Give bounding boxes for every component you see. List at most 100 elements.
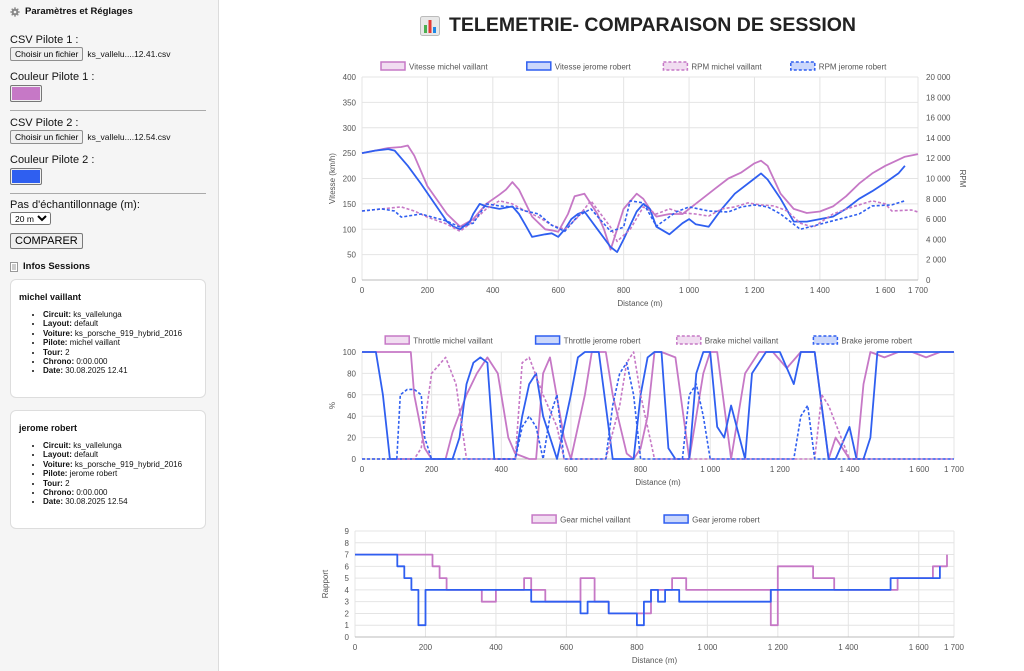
- color1-label: Couleur Pilote 1 :: [10, 71, 95, 83]
- y-tick-label: 3: [345, 598, 350, 607]
- y-tick-label: 150: [343, 200, 357, 209]
- session-chrono: Chrono: 0:00.000: [43, 488, 197, 497]
- y2-tick-label: 2 000: [926, 256, 947, 265]
- legend-label: RPM michel vaillant: [691, 63, 762, 72]
- csv2-label: CSV Pilote 2 :: [10, 117, 79, 129]
- y2-tick-label: 10 000: [926, 175, 951, 184]
- legend-swatch: [531, 514, 557, 524]
- legend-swatch: [812, 335, 839, 345]
- y2-tick-label: 4 000: [926, 235, 947, 244]
- legend-swatch: [663, 514, 689, 524]
- x-tick-label: 800: [630, 643, 644, 652]
- csv2-file-name: ks_vallelu....12.54.csv: [87, 132, 171, 142]
- y2-tick-label: 12 000: [926, 154, 951, 163]
- settings-header-label: Paramètres et Réglages: [25, 6, 133, 17]
- y2-tick-label: 18 000: [926, 93, 951, 102]
- gear-icon: [10, 6, 20, 17]
- infos-header-label: Infos Sessions: [23, 261, 91, 272]
- y-tick-label: 8: [345, 539, 350, 548]
- y2-tick-label: 16 000: [926, 114, 951, 123]
- session-driver: Pilote: jerome robert: [43, 469, 197, 478]
- compare-button[interactable]: COMPARER: [10, 233, 83, 249]
- legend-label: Brake jerome robert: [841, 337, 912, 346]
- session-layout: Layout: default: [43, 319, 197, 328]
- session-driver: Pilote: michel vaillant: [43, 338, 197, 347]
- session-card: jerome robert Circuit: ks_vallelunga Lay…: [10, 410, 206, 529]
- legend-swatch: [662, 61, 689, 71]
- y-tick-label: 20: [347, 434, 356, 443]
- series-line: [362, 351, 954, 460]
- page-title: TELEMETRIE- COMPARAISON DE SESSION: [420, 14, 890, 37]
- color2-label: Couleur Pilote 2 :: [10, 154, 95, 166]
- y2-axis-title: RPM: [958, 170, 967, 188]
- step-select[interactable]: 20 m: [10, 212, 51, 225]
- x-tick-label: 1 400: [838, 643, 859, 652]
- step-label: Pas d'échantillonnage (m):: [10, 199, 140, 211]
- legend-label: Vitesse jerome robert: [555, 63, 632, 72]
- color1-picker[interactable]: [10, 85, 42, 102]
- series-line: [361, 200, 919, 243]
- y-axis-title: Vitesse (km/h): [328, 153, 337, 204]
- y-tick-label: 100: [343, 348, 357, 357]
- y-tick-label: 9: [345, 527, 350, 536]
- x-tick-label: 1 200: [770, 465, 791, 474]
- color2-swatch: [12, 170, 40, 183]
- series-line: [361, 148, 906, 253]
- color2-picker[interactable]: [10, 168, 42, 185]
- csv1-label: CSV Pilote 1 :: [10, 34, 79, 46]
- legend-label: Vitesse michel vaillant: [409, 63, 488, 72]
- session-chrono: Chrono: 0:00.000: [43, 357, 197, 366]
- legend-label: Gear michel vaillant: [560, 516, 631, 525]
- legend-label: Gear jerome robert: [692, 516, 760, 525]
- y-tick-label: 100: [343, 225, 357, 234]
- x-tick-label: 1 700: [944, 643, 965, 652]
- session-layout: Layout: default: [43, 450, 197, 459]
- infos-header: Infos Sessions: [10, 261, 208, 272]
- divider: [10, 110, 206, 111]
- y-tick-label: 250: [343, 149, 357, 158]
- x-tick-label: 200: [425, 465, 439, 474]
- y-tick-label: 400: [343, 73, 357, 82]
- x-tick-label: 800: [617, 286, 631, 295]
- csv1-file-button[interactable]: Choisir un fichier: [10, 47, 84, 61]
- x-axis-title: Distance (m): [617, 299, 663, 308]
- y-tick-label: 6: [345, 562, 350, 571]
- session-date: Date: 30.08.2025 12.54: [43, 497, 197, 506]
- y-tick-label: 80: [347, 369, 356, 378]
- x-tick-label: 1 000: [700, 465, 721, 474]
- settings-header: Paramètres et Réglages: [10, 6, 208, 17]
- legend-swatch: [534, 335, 561, 345]
- legend-label: Throttle jerome robert: [564, 337, 642, 346]
- y-axis-title: %: [328, 402, 337, 409]
- y-tick-label: 60: [347, 391, 356, 400]
- session-circuit: Circuit: ks_vallelunga: [43, 441, 197, 450]
- series-line: [355, 553, 941, 627]
- legend-swatch: [790, 61, 816, 71]
- session-card: michel vaillant Circuit: ks_vallelunga L…: [10, 279, 206, 398]
- x-tick-label: 0: [353, 643, 358, 652]
- x-tick-label: 800: [634, 465, 648, 474]
- session-circuit: Circuit: ks_vallelunga: [43, 310, 197, 319]
- legend-swatch: [676, 335, 702, 345]
- y2-tick-label: 8 000: [926, 195, 947, 204]
- legend-swatch: [380, 61, 406, 71]
- x-tick-label: 1 200: [744, 286, 765, 295]
- x-tick-label: 1 700: [908, 286, 929, 295]
- x-axis-title: Distance (m): [632, 656, 678, 665]
- session-car: Voiture: ks_porsche_919_hybrid_2016: [43, 460, 197, 469]
- y-tick-label: 40: [347, 412, 356, 421]
- x-tick-label: 1 600: [875, 286, 896, 295]
- series-line: [362, 361, 954, 460]
- x-axis-title: Distance (m): [635, 478, 681, 487]
- csv2-file-button[interactable]: Choisir un fichier: [10, 130, 84, 144]
- session-lap: Tour: 2: [43, 348, 197, 357]
- bar-chart-icon: [420, 15, 440, 36]
- legend-label: Brake michel vaillant: [705, 337, 779, 346]
- y-axis-title: Rapport: [321, 569, 330, 598]
- session-lap: Tour: 2: [43, 479, 197, 488]
- x-tick-label: 1 000: [697, 643, 718, 652]
- y-tick-label: 0: [352, 455, 357, 464]
- legend-swatch: [384, 335, 410, 345]
- y2-tick-label: 14 000: [926, 134, 951, 143]
